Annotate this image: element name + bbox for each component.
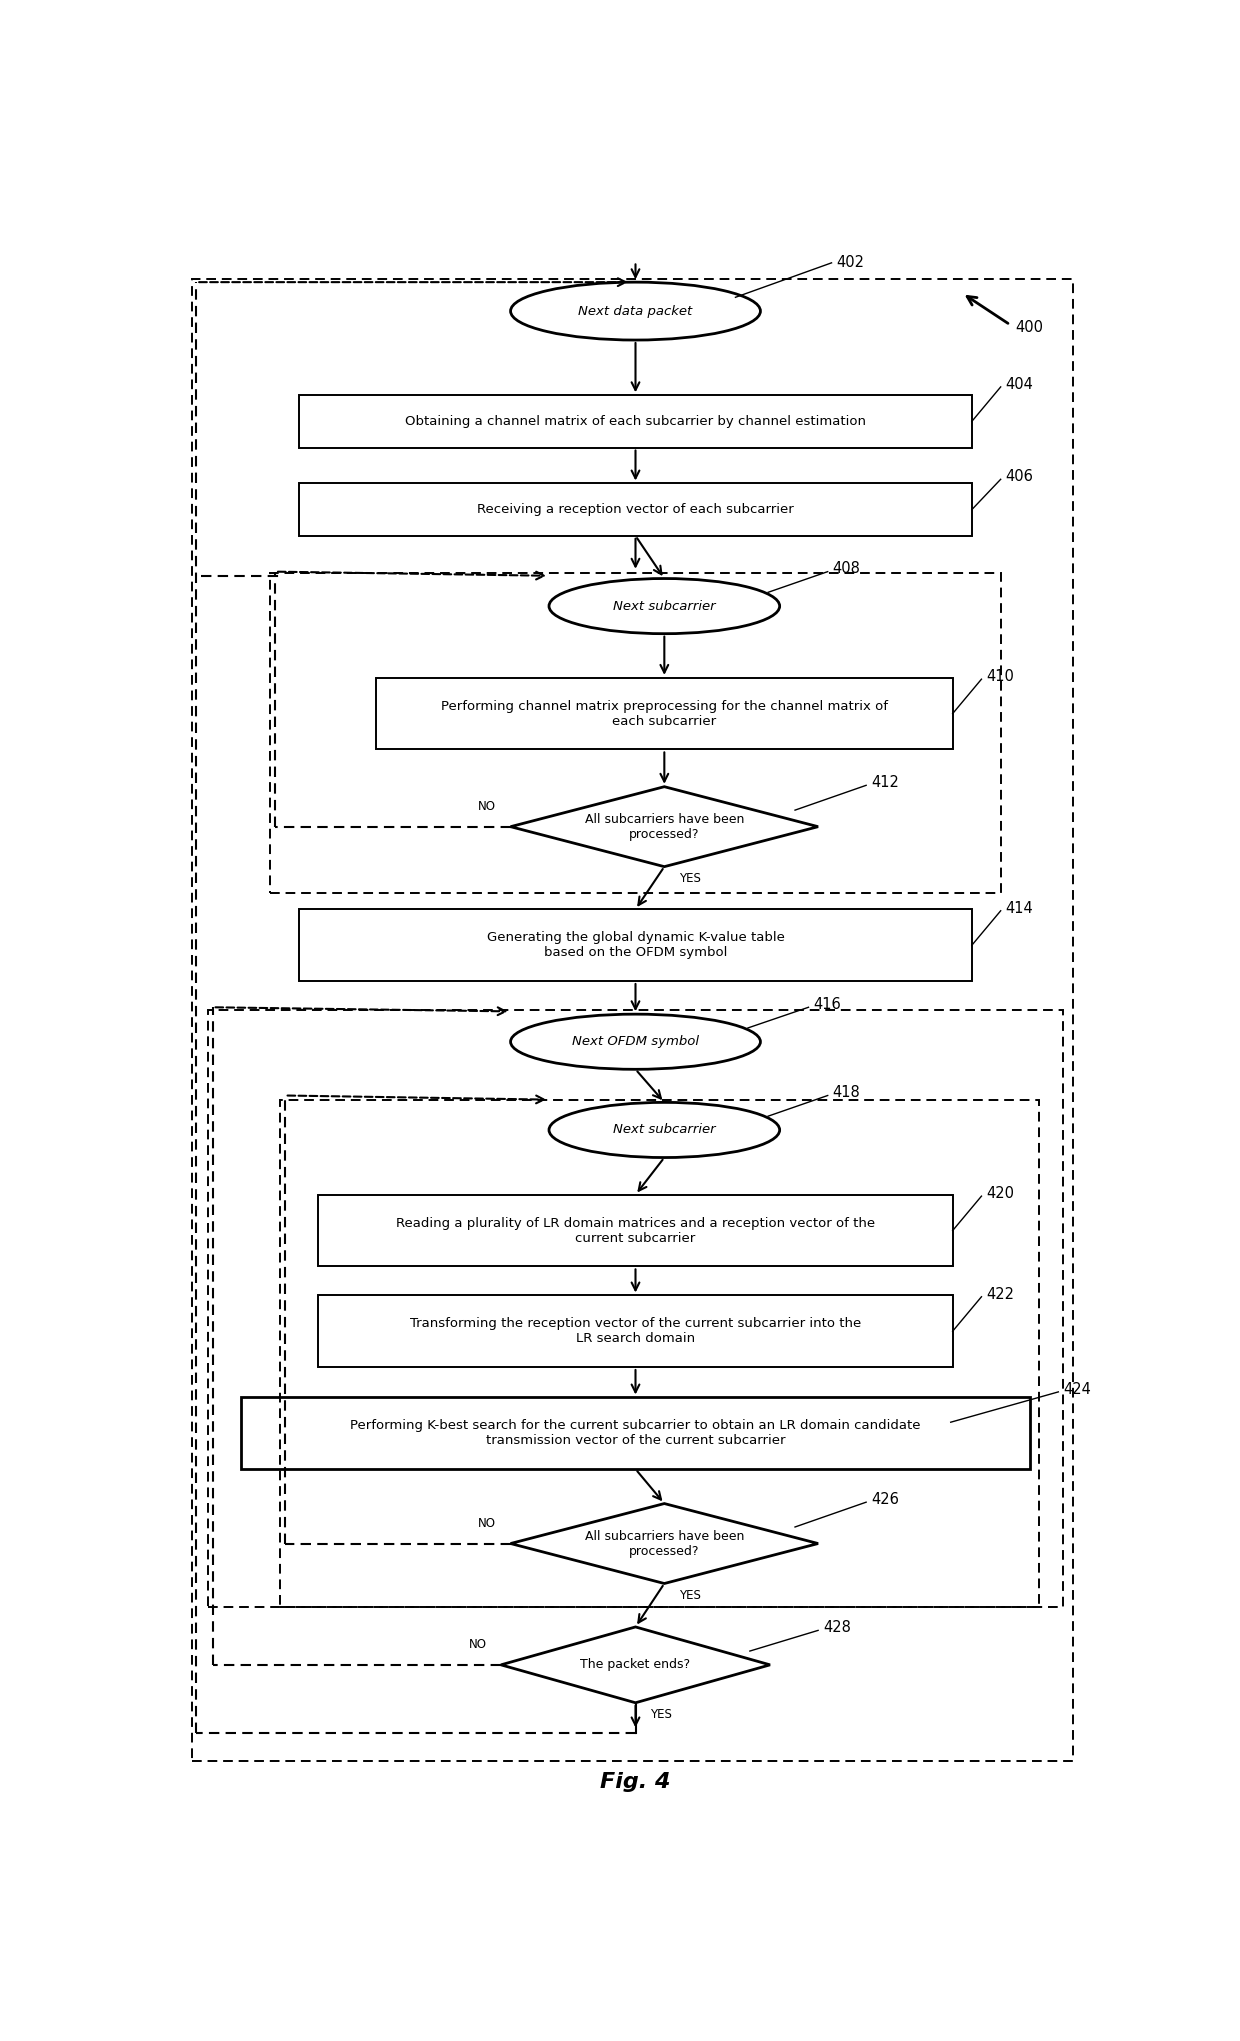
Bar [242, 1398, 1029, 1470]
Text: 422: 422 [986, 1286, 1014, 1302]
Text: The packet ends?: The packet ends? [580, 1659, 691, 1672]
Text: Next data packet: Next data packet [578, 304, 693, 318]
Text: All subcarriers have been
processed?: All subcarriers have been processed? [584, 812, 744, 841]
Text: 404: 404 [1006, 378, 1033, 392]
Text: Next subcarrier: Next subcarrier [613, 1123, 715, 1137]
Bar [319, 1194, 952, 1265]
Text: 424: 424 [1063, 1382, 1091, 1396]
Bar [376, 678, 952, 749]
Text: 426: 426 [870, 1492, 899, 1506]
Text: NO: NO [479, 800, 496, 812]
Text: Performing channel matrix preprocessing for the channel matrix of
each subcarrie: Performing channel matrix preprocessing … [441, 700, 888, 729]
Text: Next OFDM symbol: Next OFDM symbol [572, 1035, 699, 1049]
Text: Transforming the reception vector of the current subcarrier into the
LR search d: Transforming the reception vector of the… [410, 1316, 861, 1345]
Text: Next subcarrier: Next subcarrier [613, 600, 715, 612]
Text: Fig. 4: Fig. 4 [600, 1772, 671, 1792]
Text: 410: 410 [986, 669, 1014, 684]
Text: 414: 414 [1006, 900, 1033, 916]
Text: Performing K-best search for the current subcarrier to obtain an LR domain candi: Performing K-best search for the current… [350, 1418, 921, 1447]
Text: 420: 420 [986, 1186, 1014, 1200]
Text: 400: 400 [1016, 320, 1043, 335]
Text: NO: NO [479, 1516, 496, 1531]
Bar [280, 1100, 1039, 1606]
Bar [270, 574, 1001, 892]
Bar [299, 910, 972, 982]
Text: 428: 428 [823, 1621, 851, 1635]
Text: 408: 408 [832, 561, 861, 576]
Text: 402: 402 [836, 255, 864, 269]
Bar [299, 396, 972, 447]
Bar [299, 484, 972, 537]
Text: 416: 416 [813, 996, 841, 1012]
Text: 418: 418 [832, 1086, 861, 1100]
Text: Reading a plurality of LR domain matrices and a reception vector of the
current : Reading a plurality of LR domain matrice… [396, 1216, 875, 1245]
Text: 406: 406 [1006, 469, 1033, 484]
Text: 412: 412 [870, 776, 899, 790]
Text: NO: NO [469, 1639, 486, 1651]
Text: Generating the global dynamic K-value table
based on the OFDM symbol: Generating the global dynamic K-value ta… [486, 931, 785, 959]
Bar [208, 1010, 1063, 1606]
Text: YES: YES [650, 1708, 672, 1721]
Text: Receiving a reception vector of each subcarrier: Receiving a reception vector of each sub… [477, 502, 794, 516]
Bar [319, 1296, 952, 1367]
Text: All subcarriers have been
processed?: All subcarriers have been processed? [584, 1529, 744, 1557]
Text: YES: YES [678, 872, 701, 886]
Text: YES: YES [678, 1590, 701, 1602]
Text: Obtaining a channel matrix of each subcarrier by channel estimation: Obtaining a channel matrix of each subca… [405, 414, 866, 429]
